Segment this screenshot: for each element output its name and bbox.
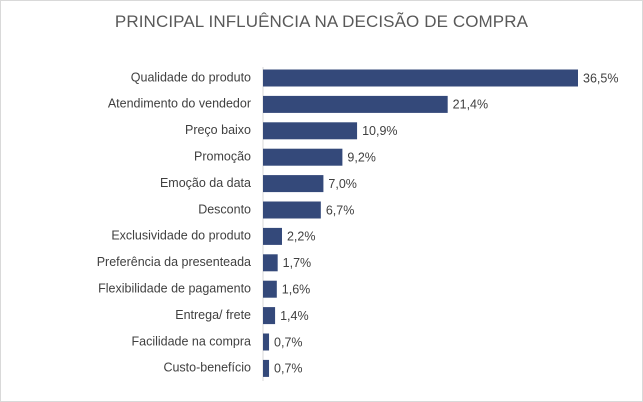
bar-12 — [263, 359, 270, 377]
value-label-8: 1,7% — [283, 256, 312, 270]
value-label-3: 10,9% — [362, 124, 397, 138]
category-label-7: Exclusividade do produto — [111, 229, 251, 243]
value-label-9: 1,6% — [282, 282, 311, 296]
value-label-5: 7,0% — [328, 177, 357, 191]
value-label-6: 6,7% — [326, 203, 355, 217]
bar-5 — [263, 175, 324, 193]
bar-7 — [263, 227, 282, 245]
category-label-8: Preferência da presenteada — [97, 255, 251, 269]
category-label-6: Desconto — [198, 202, 251, 216]
value-label-2: 21,4% — [453, 98, 488, 112]
bar-10 — [263, 307, 276, 325]
category-label-3: Preço baixo — [185, 123, 251, 137]
bar-11 — [263, 333, 270, 351]
bar-2 — [263, 95, 448, 113]
bar-4 — [263, 148, 343, 166]
category-label-9: Flexibilidade de pagamento — [98, 281, 251, 295]
bar-9 — [263, 280, 277, 298]
value-label-11: 0,7% — [274, 335, 303, 349]
value-label-10: 1,4% — [280, 309, 309, 323]
bar-6 — [263, 201, 321, 219]
bar-8 — [263, 254, 278, 272]
bar-3 — [263, 122, 358, 140]
chart-title: PRINCIPAL INFLUÊNCIA NA DECISÃO DE COMPR… — [114, 12, 529, 31]
category-label-11: Facilidade na compra — [131, 334, 251, 348]
value-label-1: 36,5% — [583, 71, 618, 85]
bar-1 — [263, 69, 578, 87]
category-label-10: Entrega/ frete — [175, 308, 251, 322]
category-label-5: Emoção da data — [160, 176, 251, 190]
category-label-2: Atendimento do vendedor — [108, 97, 251, 111]
value-label-12: 0,7% — [274, 362, 303, 376]
value-label-4: 9,2% — [347, 150, 376, 164]
bars-layer: Qualidade do produto 36,5% Atendimento do … — [97, 69, 618, 377]
value-label-7: 2,2% — [287, 230, 316, 244]
category-label-4: Promoção — [194, 149, 251, 163]
category-label-12: Custo-benefício — [163, 361, 251, 375]
category-label-1: Qualidade do produto — [131, 70, 251, 84]
